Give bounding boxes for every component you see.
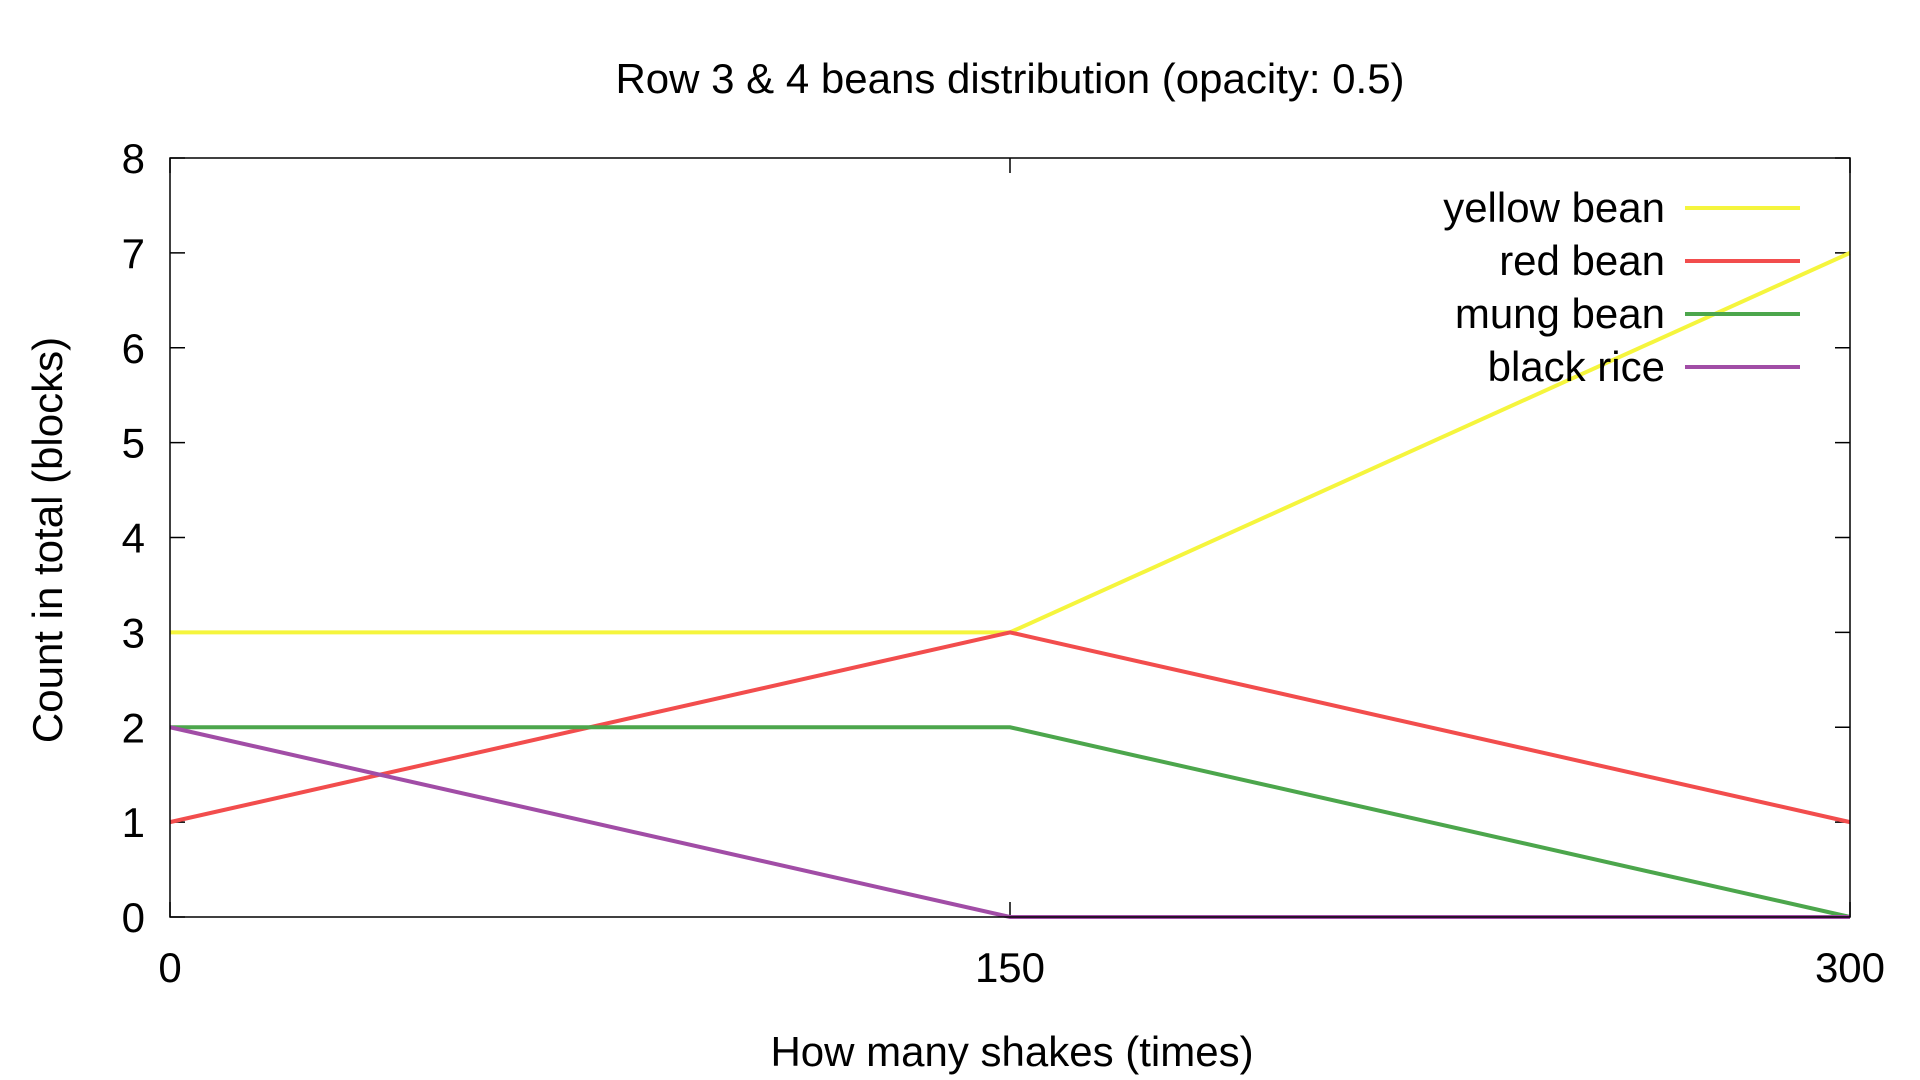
y-tick-label: 7 [122,230,145,277]
x-axis-title: How many shakes (times) [770,1028,1253,1075]
y-tick-label: 4 [122,515,145,562]
x-tick-label: 0 [158,944,181,991]
chart-title: Row 3 & 4 beans distribution (opacity: 0… [615,55,1404,102]
y-axis-title: Count in total (blocks) [24,337,71,743]
legend-label: mung bean [1455,290,1665,337]
y-tick-label: 0 [122,894,145,941]
y-tick-label: 3 [122,609,145,656]
y-tick-label: 6 [122,325,145,372]
plot-frame [169,157,1851,918]
y-tick-label: 1 [122,799,145,846]
x-tick-label: 150 [975,944,1045,991]
legend: yellow bean red bean mung bean black rice [1443,184,1800,390]
legend-label: yellow bean [1443,184,1665,231]
series-line-black-rice [169,725,1850,919]
legend-label: red bean [1499,237,1665,284]
y-tick-label: 8 [122,135,145,182]
series-line-red-bean [169,630,1851,825]
y-tick-label: 5 [122,420,145,467]
legend-label: black rice [1488,343,1665,390]
x-tick-label: 300 [1815,944,1885,991]
y-tick-label: 2 [122,704,145,751]
axis-ticks: 0 1 2 3 4 5 6 7 8 0 150 300 [122,135,1885,991]
series-line-mung-bean [170,725,1851,919]
